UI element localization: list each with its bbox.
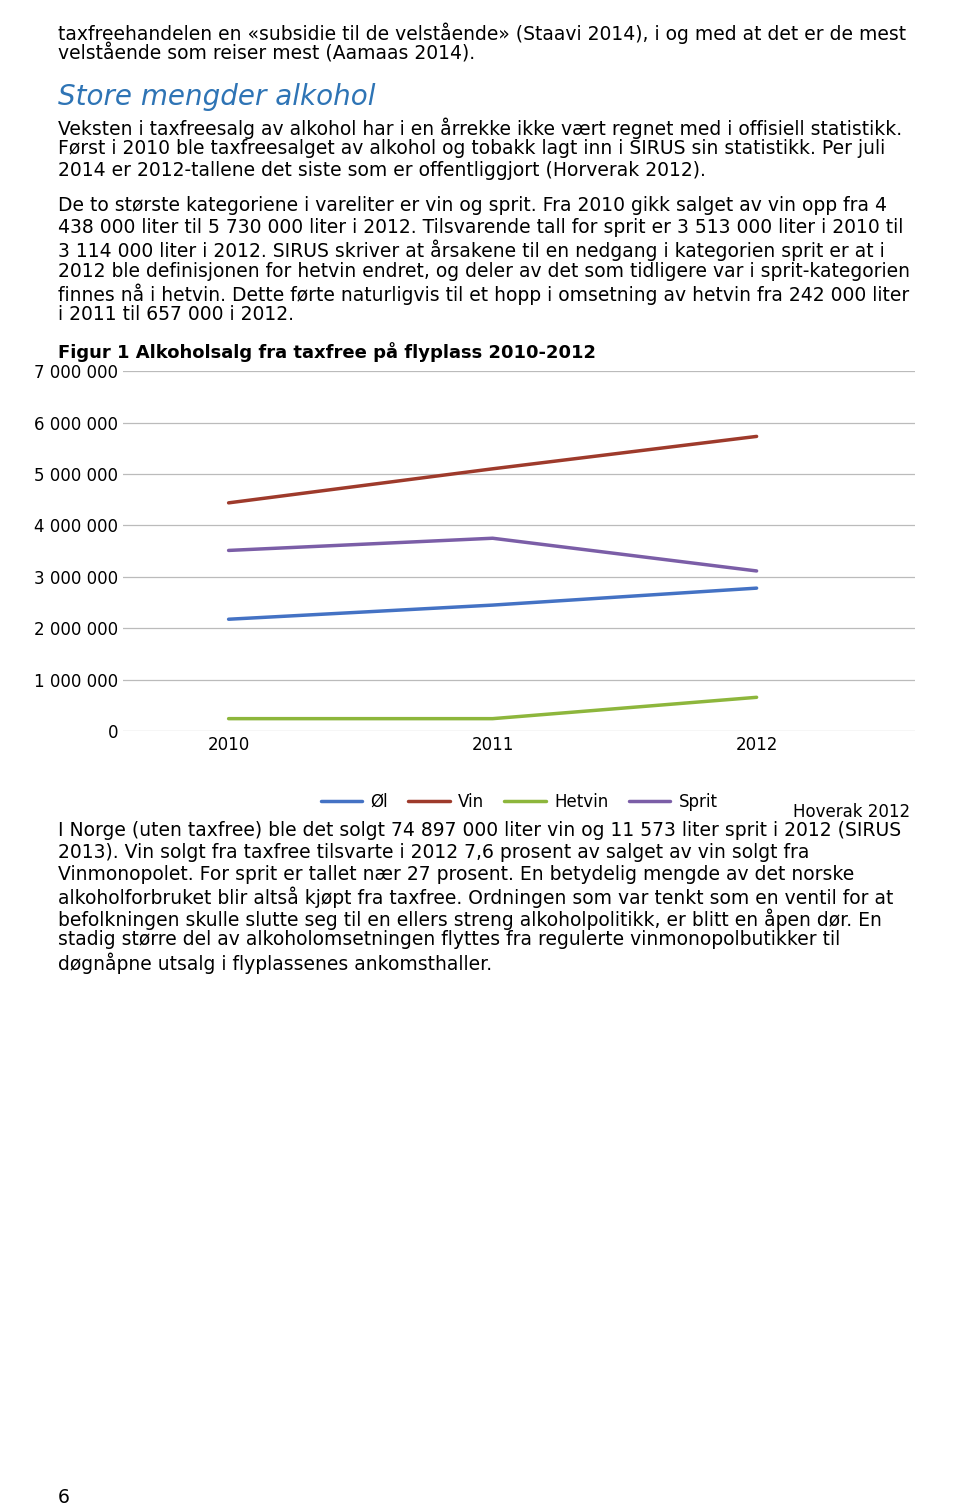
Text: befolkningen skulle slutte seg til en ellers streng alkoholpolitikk, er blitt en: befolkningen skulle slutte seg til en el… <box>58 909 882 930</box>
Text: taxfreehandelen en «subsidie til de velstående» (Staavi 2014), i og med at det e: taxfreehandelen en «subsidie til de vels… <box>58 23 906 44</box>
Text: Vinmonopolet. For sprit er tallet nær 27 prosent. En betydelig mengde av det nor: Vinmonopolet. For sprit er tallet nær 27… <box>58 865 854 885</box>
Line: Vin: Vin <box>228 437 756 503</box>
Text: alkoholforbruket blir altså kjøpt fra taxfree. Ordningen som var tenkt som en ve: alkoholforbruket blir altså kjøpt fra ta… <box>58 886 894 909</box>
Hetvin <box>751 688 762 706</box>
Øl <box>751 579 762 597</box>
Text: 2014 er 2012-tallene det siste som er offentliggjort (Horverak 2012).: 2014 er 2012-tallene det siste som er of… <box>58 160 706 180</box>
Text: døgnåpne utsalg i flyplassenes ankomsthaller.: døgnåpne utsalg i flyplassenes ankomstha… <box>58 953 492 974</box>
Text: finnes nå i hetvin. Dette førte naturligvis til et hopp i omsetning av hetvin fr: finnes nå i hetvin. Dette førte naturlig… <box>58 283 909 305</box>
Text: De to største kategoriene i vareliter er vin og sprit. Fra 2010 gikk salget av v: De to største kategoriene i vareliter er… <box>58 197 887 215</box>
Text: Først i 2010 ble taxfreesalget av alkohol og tobakk lagt inn i SIRUS sin statist: Først i 2010 ble taxfreesalget av alkoho… <box>58 139 885 159</box>
Vin <box>487 460 498 478</box>
Text: 3 114 000 liter i 2012. SIRUS skriver at årsakene til en nedgang i kategorien sp: 3 114 000 liter i 2012. SIRUS skriver at… <box>58 240 885 262</box>
Vin <box>751 428 762 446</box>
Øl <box>223 611 234 629</box>
Legend: Øl, Vin, Hetvin, Sprit: Øl, Vin, Hetvin, Sprit <box>314 786 724 818</box>
Text: I Norge (uten taxfree) ble det solgt 74 897 000 liter vin og 11 573 liter sprit : I Norge (uten taxfree) ble det solgt 74 … <box>58 821 901 841</box>
Sprit <box>223 541 234 559</box>
Line: Øl: Øl <box>228 588 756 620</box>
Text: Figur 1 Alkoholsalg fra taxfree på flyplass 2010-2012: Figur 1 Alkoholsalg fra taxfree på flypl… <box>58 343 596 363</box>
Text: 438 000 liter til 5 730 000 liter i 2012. Tilsvarende tall for sprit er 3 513 00: 438 000 liter til 5 730 000 liter i 2012… <box>58 218 903 237</box>
Line: Sprit: Sprit <box>228 538 756 572</box>
Text: Veksten i taxfreesalg av alkohol har i en årrekke ikke vært regnet med i offisie: Veksten i taxfreesalg av alkohol har i e… <box>58 118 902 139</box>
Text: velstående som reiser mest (Aamaas 2014).: velstående som reiser mest (Aamaas 2014)… <box>58 44 475 64</box>
Text: 2013). Vin solgt fra taxfree tilsvarte i 2012 7,6 prosent av salget av vin solgt: 2013). Vin solgt fra taxfree tilsvarte i… <box>58 844 809 862</box>
Hetvin <box>223 709 234 727</box>
Line: Hetvin: Hetvin <box>228 697 756 718</box>
Text: Hoverak 2012: Hoverak 2012 <box>793 803 910 821</box>
Sprit <box>487 529 498 547</box>
Text: stadig større del av alkoholomsetningen flyttes fra regulerte vinmonopolbutikker: stadig større del av alkoholomsetningen … <box>58 930 840 950</box>
Hetvin <box>487 709 498 727</box>
Text: 2012 ble definisjonen for hetvin endret, og deler av det som tidligere var i spr: 2012 ble definisjonen for hetvin endret,… <box>58 262 910 281</box>
Text: 6: 6 <box>58 1488 70 1507</box>
Sprit <box>751 562 762 581</box>
Øl <box>487 596 498 614</box>
Text: i 2011 til 657 000 i 2012.: i 2011 til 657 000 i 2012. <box>58 305 294 324</box>
Vin <box>223 494 234 513</box>
Text: Store mengder alkohol: Store mengder alkohol <box>58 83 375 112</box>
